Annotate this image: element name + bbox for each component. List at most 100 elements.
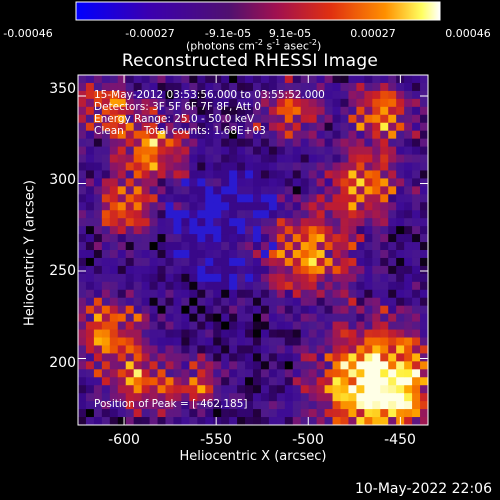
heatmap-cell [412,305,421,315]
heatmap-cell [173,98,182,108]
heatmap-cell [316,377,326,386]
heatmap-cell [78,210,87,219]
heatmap-cell [412,130,421,140]
heatmap-cell [221,106,230,116]
heatmap-cell [396,345,405,354]
heatmap-cell [356,146,365,156]
heatmap-cell [221,250,230,259]
heatmap-cell [85,234,95,243]
heatmap-cell [388,329,397,338]
heatmap-cell [125,154,135,163]
heatmap-cell [85,369,95,378]
heatmap-cell [197,210,206,219]
heatmap-cell [245,82,254,92]
heatmap-cell [412,242,421,251]
x-tick-label: -600 [108,432,140,448]
heatmap-cell [284,257,294,267]
heatmap-cell [101,297,111,307]
heatmap-cell [173,369,182,378]
heatmap-cell [253,250,262,259]
heatmap-cell [308,369,318,378]
heatmap-cell [348,321,357,331]
heatmap-cell [292,297,302,307]
heatmap-cell [396,289,405,299]
heatmap-cell [276,146,286,156]
heatmap-cell [125,281,135,291]
heatmap-cell [101,154,111,163]
heatmap-cell [141,234,151,243]
heatmap-cell [101,146,111,156]
heatmap-cell [348,106,357,116]
heatmap-cell [412,186,421,195]
heatmap-cell [260,250,270,259]
heatmap-cell [117,75,127,84]
heatmap-cell [173,305,182,315]
heatmap-cell [276,170,286,179]
heatmap-cell [141,313,151,323]
heatmap-cell [189,257,198,267]
heatmap-cell [332,75,341,84]
heatmap-cell [380,321,389,331]
heatmap-cell [284,106,294,116]
heatmap-cell [125,297,135,307]
heatmap-cell [237,170,246,179]
heatmap-cell [356,353,365,362]
heatmap-cell [229,122,238,132]
heatmap-cell [245,234,254,243]
annotation-peak-position: Position of Peak = [-462,185] [94,398,248,410]
heatmap-cell [380,265,389,275]
heatmap-cell [276,401,286,410]
heatmap-cell [364,321,373,331]
heatmap-cell [101,353,111,362]
heatmap-cell [324,210,334,219]
annotation-time-range: 15-May-2012 03:53:56.000 to 03:55:52.000 [94,89,325,101]
y-tick-label: 250 [49,263,76,279]
heatmap-cell [276,345,286,354]
heatmap-cell [189,385,198,394]
heatmap-cell [125,393,135,402]
heatmap-cell [348,377,357,386]
heatmap-cell [364,417,373,426]
heatmap-cell [221,122,230,132]
heatmap-cell [380,170,389,179]
heatmap-cell [324,337,334,346]
heatmap-cell [340,297,349,307]
heatmap-cell [364,265,373,275]
heatmap-cell [109,289,119,299]
heatmap-cell [78,82,87,92]
heatmap-cell [101,361,111,370]
heatmap-cell [356,154,365,163]
heatmap-cell [93,186,103,195]
heatmap-cell [93,170,103,179]
heatmap-cell [396,393,405,402]
heatmap-cell [213,82,222,92]
heatmap-cell [332,401,341,410]
heatmap-cell [85,146,95,156]
heatmap-cell [284,162,294,171]
heatmap-cell [420,234,429,243]
heatmap-cell [78,369,87,378]
heatmap-cell [213,313,222,323]
heatmap-cell [332,353,341,362]
heatmap-cell [388,75,397,84]
heatmap-cell [237,90,246,100]
heatmap-cell [205,313,214,323]
heatmap-cell [229,75,238,84]
heatmap-cell [85,178,95,187]
heatmap-cell [221,369,230,378]
heatmap-cell [364,122,373,132]
heatmap-cell [229,369,238,378]
heatmap-cell [157,162,166,171]
heatmap-cell [85,98,95,108]
axis-ticks [78,75,428,425]
heatmap-cell [237,329,246,338]
heatmap-cell [133,218,143,227]
heatmap-cell [125,305,135,315]
heatmap-cell [356,122,365,132]
heatmap-cell [149,353,159,362]
heatmap-cell [276,257,286,267]
heatmap-cell [372,154,381,163]
heatmap-cell [93,162,103,171]
heatmap-cell [101,313,111,323]
heatmap-cell [276,329,286,338]
